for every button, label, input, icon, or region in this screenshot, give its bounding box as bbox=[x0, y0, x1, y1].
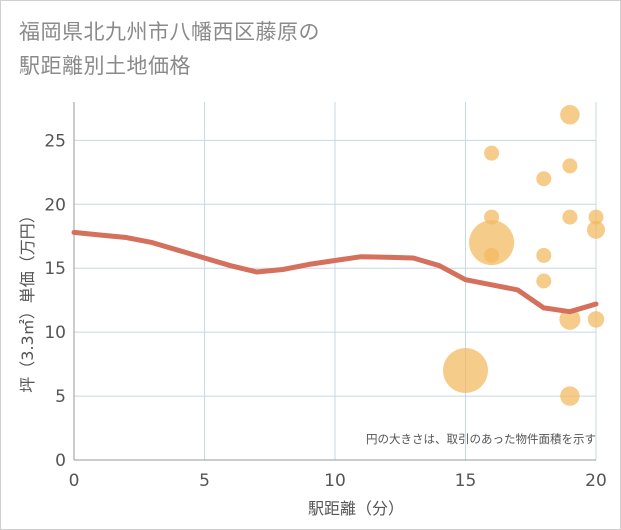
bubble-point bbox=[443, 348, 488, 393]
bubble-series bbox=[443, 105, 605, 406]
bubble-point bbox=[536, 171, 552, 187]
x-axis-title: 駅距離（分） bbox=[308, 499, 404, 518]
axes bbox=[73, 102, 596, 461]
y-tick-labels: 0 5 10 15 20 25 bbox=[44, 131, 66, 471]
bubble-point bbox=[469, 220, 515, 266]
y-tick-label: 25 bbox=[44, 131, 66, 151]
bubble-point bbox=[588, 209, 604, 225]
chart-title-line-2: 駅距離別土地価格 bbox=[19, 54, 191, 78]
x-tick-label: 10 bbox=[324, 471, 346, 491]
y-tick-label: 0 bbox=[55, 451, 66, 471]
x-tick-label: 0 bbox=[69, 471, 80, 491]
x-tick-label: 15 bbox=[455, 471, 477, 491]
bubble-point bbox=[562, 209, 578, 225]
bubble-point bbox=[536, 247, 552, 263]
bubble-point bbox=[560, 105, 580, 125]
trend-line bbox=[71, 229, 599, 315]
bubble-point bbox=[484, 145, 500, 161]
y-axis-title: 坪（3.3㎡）単価（万円） bbox=[18, 207, 37, 392]
bubble-point bbox=[484, 247, 500, 263]
bubble-size-note: 円の大きさは、取引のあった物件面積を示す bbox=[366, 432, 596, 446]
bubble-point bbox=[587, 311, 605, 328]
x-tick-label: 5 bbox=[199, 471, 210, 491]
y-tick-label: 5 bbox=[55, 387, 66, 407]
x-tick-label: 20 bbox=[585, 471, 607, 491]
bubble-point bbox=[560, 386, 580, 406]
bubble-point bbox=[559, 308, 581, 330]
bubble-point bbox=[562, 158, 578, 174]
y-tick-label: 15 bbox=[44, 259, 66, 279]
y-tick-label: 20 bbox=[44, 195, 66, 215]
bubble-point bbox=[536, 273, 552, 289]
y-tick-label: 10 bbox=[44, 323, 66, 343]
chart-title: 福岡県北九州市八幡西区藤原の 駅距離別土地価格 bbox=[19, 15, 439, 83]
chart-title-line-1: 福岡県北九州市八幡西区藤原の bbox=[19, 20, 320, 44]
bubble-point bbox=[587, 220, 605, 239]
x-tick-labels: 0 5 10 15 20 bbox=[69, 471, 607, 491]
